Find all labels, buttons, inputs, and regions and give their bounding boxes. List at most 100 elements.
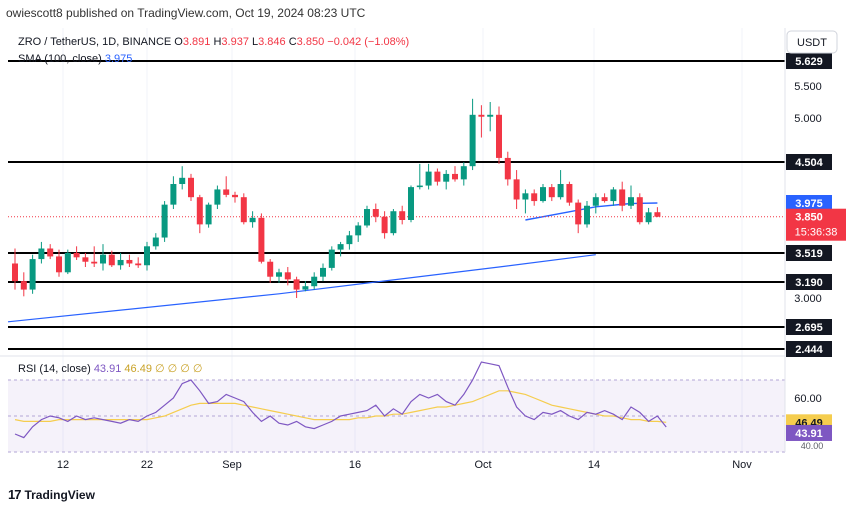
- y-tick-label: 3.000: [794, 293, 822, 305]
- candle-body: [38, 248, 45, 260]
- candle-body: [284, 272, 291, 280]
- footer-brand[interactable]: 17 TradingView: [8, 487, 95, 502]
- candle-body: [399, 211, 406, 220]
- candle-body: [29, 259, 36, 290]
- candle-body: [434, 171, 441, 182]
- candle-body: [478, 114, 485, 117]
- rsi-band: [8, 380, 785, 452]
- candle-body: [566, 184, 573, 203]
- level-tag-bg: [786, 319, 832, 335]
- sma-legend-label: SMA (100, close): [18, 53, 105, 65]
- candle-body: [267, 261, 274, 277]
- candle-body: [469, 114, 476, 167]
- level-tag-label: 5.629: [795, 56, 823, 68]
- candle-body: [364, 209, 370, 226]
- rsi-ma-line: [14, 390, 667, 423]
- rsi-legend: RSI (14, close) 43.91 46.49 ∅ ∅ ∅ ∅: [18, 363, 203, 375]
- sma-tag-bg: [786, 195, 832, 211]
- sma-tag-label: 3.975: [795, 198, 823, 210]
- close-tag-label: 3.850: [795, 212, 823, 224]
- brand-name: TradingView: [24, 487, 95, 502]
- symbol-legend: ZRO / TetherUS, 1D, BINANCE O3.891 H3.93…: [18, 36, 409, 48]
- candle-body: [302, 286, 309, 290]
- candle-body: [196, 197, 203, 225]
- candle-body: [73, 252, 80, 258]
- legend-part: 3.891: [183, 36, 214, 48]
- candle-body: [152, 237, 159, 247]
- level-tag-label: 3.190: [795, 277, 823, 289]
- level-tag-label: 2.695: [795, 322, 823, 334]
- currency-button[interactable]: [786, 30, 838, 54]
- candle-body: [416, 185, 423, 188]
- legend-part: C: [289, 36, 297, 48]
- candle-body: [372, 209, 379, 217]
- candle-body: [452, 173, 458, 180]
- candle-body: [592, 197, 599, 206]
- rsi-tag-bg: [786, 424, 832, 441]
- candle-body: [240, 197, 247, 223]
- rsi-ma-legend-value: 46.49 ∅ ∅ ∅ ∅: [124, 363, 202, 375]
- legend-part: 3.846: [258, 36, 289, 48]
- x-tick-label: Sep: [222, 459, 242, 471]
- candle-body: [249, 217, 256, 223]
- candle-body: [513, 179, 520, 200]
- x-tick-label: 22: [141, 459, 153, 471]
- level-tag-bg: [786, 274, 832, 290]
- candle-body: [628, 197, 634, 206]
- legend-part: ZRO / TetherUS, 1D, BINANCE: [18, 36, 174, 48]
- candle-body: [91, 261, 98, 264]
- candle-body: [601, 197, 608, 202]
- candle-body: [460, 166, 467, 180]
- candle-body: [328, 249, 335, 268]
- candle-body: [610, 189, 617, 202]
- candle-body: [276, 272, 282, 277]
- x-tick-label: 14: [588, 459, 600, 471]
- legend-part: H: [213, 36, 221, 48]
- rsi-line: [14, 361, 667, 439]
- candle-body: [575, 202, 582, 225]
- rsi-legend-label: RSI (14, close): [18, 363, 94, 375]
- candle-body: [504, 157, 511, 180]
- sma-legend: SMA (100, close) 3.975: [18, 53, 132, 65]
- candle-body: [126, 259, 133, 264]
- level-tag-bg: [786, 53, 832, 69]
- sma-legend-value: 3.975: [105, 53, 133, 65]
- candle-body: [135, 263, 142, 266]
- legend-part: L: [252, 36, 258, 48]
- candle-body: [531, 193, 538, 202]
- legend-part: 3.850: [297, 36, 328, 48]
- tradingview-logo-icon: 17: [8, 487, 22, 502]
- legend-part: O: [174, 36, 183, 48]
- candle-body: [584, 205, 590, 225]
- candle-body: [645, 212, 652, 223]
- candle-body: [619, 189, 626, 206]
- candle-body: [47, 248, 54, 257]
- x-tick-label: Nov: [732, 459, 752, 471]
- candle-body: [557, 184, 564, 198]
- x-tick-label: Oct: [474, 459, 491, 471]
- candle-body: [232, 194, 238, 198]
- candle-body: [56, 256, 62, 273]
- sma-line-long: [7, 254, 596, 323]
- candle-body: [636, 197, 643, 223]
- candle-body: [100, 254, 106, 264]
- candle-body: [346, 235, 353, 245]
- candle-body: [161, 204, 168, 238]
- candle-body: [311, 276, 318, 287]
- candle-body: [425, 171, 432, 186]
- x-tick-label: 12: [57, 459, 69, 471]
- rsi-legend-value: 43.91: [94, 363, 125, 375]
- candle-body: [205, 204, 212, 225]
- candle-body: [337, 244, 344, 250]
- candle-body: [540, 187, 546, 202]
- candle-body: [654, 212, 661, 217]
- candle-body: [381, 216, 388, 234]
- legend-part: −0.042 (−1.08%): [327, 36, 409, 48]
- candle-body: [390, 211, 397, 234]
- candle-body: [355, 225, 362, 236]
- candle-body: [487, 114, 494, 117]
- candle-body: [108, 254, 115, 266]
- level-tag-label: 2.444: [795, 344, 823, 356]
- candle-body: [258, 217, 265, 262]
